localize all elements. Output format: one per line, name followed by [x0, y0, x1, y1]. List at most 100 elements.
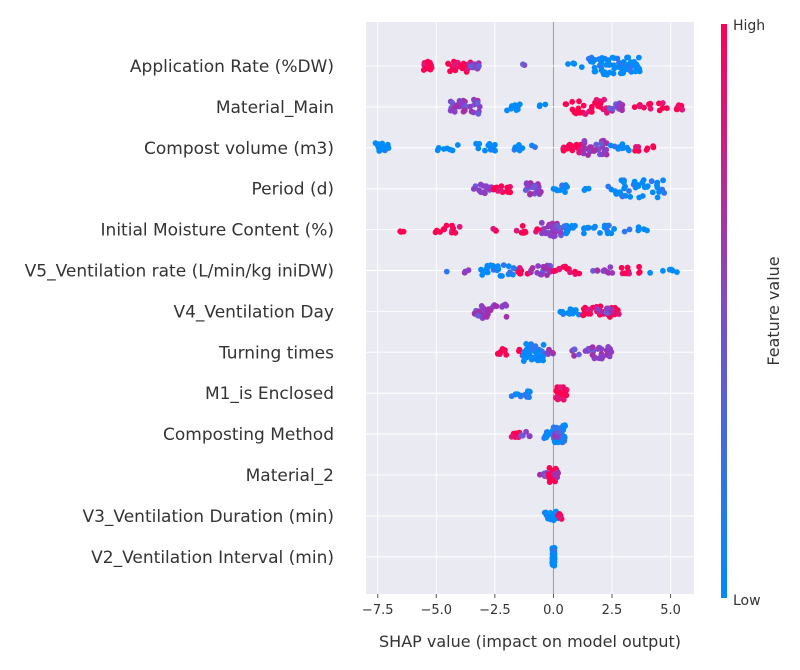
shap-point	[589, 352, 596, 358]
shap-point	[552, 233, 558, 239]
shap-point	[476, 308, 482, 314]
shap-point	[597, 230, 603, 236]
shap-point	[592, 68, 599, 75]
shap-point	[525, 182, 532, 189]
shap-point	[593, 141, 600, 148]
shap-point	[545, 472, 552, 478]
shap-point	[679, 106, 686, 113]
shap-point	[612, 188, 619, 195]
shap-point	[538, 219, 545, 226]
shap-point	[542, 101, 549, 108]
shap-point	[538, 348, 545, 355]
shap-point	[608, 309, 615, 315]
shap-point	[554, 474, 561, 481]
shap-point	[475, 110, 482, 117]
shap-point	[581, 138, 588, 144]
shap-point	[456, 223, 463, 230]
shap-point	[507, 269, 513, 276]
shap-point	[554, 434, 561, 440]
shap-point	[607, 264, 614, 270]
shap-point	[423, 65, 429, 71]
shap-point	[549, 555, 556, 562]
shap-point	[449, 147, 456, 154]
shap-point	[532, 183, 538, 189]
shap-point	[441, 226, 448, 233]
shap-point	[644, 227, 650, 234]
shap-point	[447, 68, 453, 75]
shap-point	[606, 222, 612, 229]
x-axis-label: SHAP value (impact on model output)	[379, 632, 681, 651]
shap-point	[517, 270, 523, 277]
shap-point	[504, 189, 511, 195]
shap-point	[482, 147, 488, 154]
shap-point	[523, 346, 530, 353]
shap-point	[599, 56, 605, 63]
shap-point	[532, 144, 538, 151]
feature-label: V3_Ventilation Duration (min)	[82, 507, 334, 527]
shap-point	[569, 98, 576, 105]
shap-point	[529, 346, 535, 353]
colorbar-title: Feature value	[764, 256, 783, 365]
shap-point	[502, 301, 509, 308]
shap-point	[459, 99, 465, 106]
shap-point	[654, 194, 661, 201]
shap-point	[522, 228, 529, 235]
shap-point	[449, 99, 456, 106]
shap-point	[524, 342, 531, 348]
shap-point	[622, 66, 628, 73]
shap-point	[452, 229, 459, 236]
shap-point	[541, 225, 547, 232]
shap-point	[590, 57, 597, 64]
shap-point	[626, 226, 633, 233]
shap-point	[514, 104, 521, 111]
shap-point	[467, 103, 473, 110]
shap-point	[546, 465, 553, 471]
shap-point	[600, 268, 607, 274]
shap-point	[619, 107, 625, 114]
shap-point	[588, 105, 595, 112]
shap-point	[547, 223, 554, 230]
shap-point	[554, 429, 561, 436]
shap-point	[647, 105, 654, 112]
shap-point	[621, 179, 627, 186]
shap-point	[605, 344, 612, 350]
shap-point	[490, 225, 497, 232]
shap-point	[603, 146, 610, 153]
shap-point	[537, 102, 543, 108]
shap-point	[604, 230, 611, 237]
shap-point	[570, 346, 577, 353]
shap-point	[572, 143, 579, 150]
shap-point	[590, 225, 597, 231]
shap-point	[514, 391, 521, 397]
x-tick-label: −5.0	[420, 603, 452, 618]
shap-point	[611, 65, 618, 72]
shap-point	[626, 67, 633, 73]
shap-point	[624, 264, 631, 271]
feature-label: Material_2	[246, 466, 334, 486]
shap-point	[636, 68, 643, 75]
shap-point	[550, 424, 557, 431]
shap-point	[504, 107, 510, 114]
shap-point	[621, 228, 628, 235]
shap-point	[573, 110, 579, 117]
shap-point	[474, 99, 481, 106]
shap-point	[650, 143, 656, 150]
shap-point	[592, 99, 598, 106]
x-tick-label: −2.5	[479, 603, 511, 618]
shap-point	[616, 311, 622, 317]
shap-point	[560, 392, 567, 398]
shap-point	[444, 145, 451, 152]
shap-point	[376, 143, 383, 149]
shap-point	[619, 193, 626, 200]
shap-point	[544, 272, 550, 278]
shap-point	[576, 351, 582, 358]
shap-point	[546, 346, 552, 353]
colorbar-low-label: Low	[733, 593, 761, 609]
feature-label: Period (d)	[252, 180, 334, 200]
shap-point	[476, 63, 482, 69]
shap-point	[597, 104, 603, 110]
shap-point	[575, 105, 582, 112]
shap-point	[424, 58, 431, 65]
shap-point	[585, 306, 591, 313]
shap-point	[569, 106, 576, 113]
